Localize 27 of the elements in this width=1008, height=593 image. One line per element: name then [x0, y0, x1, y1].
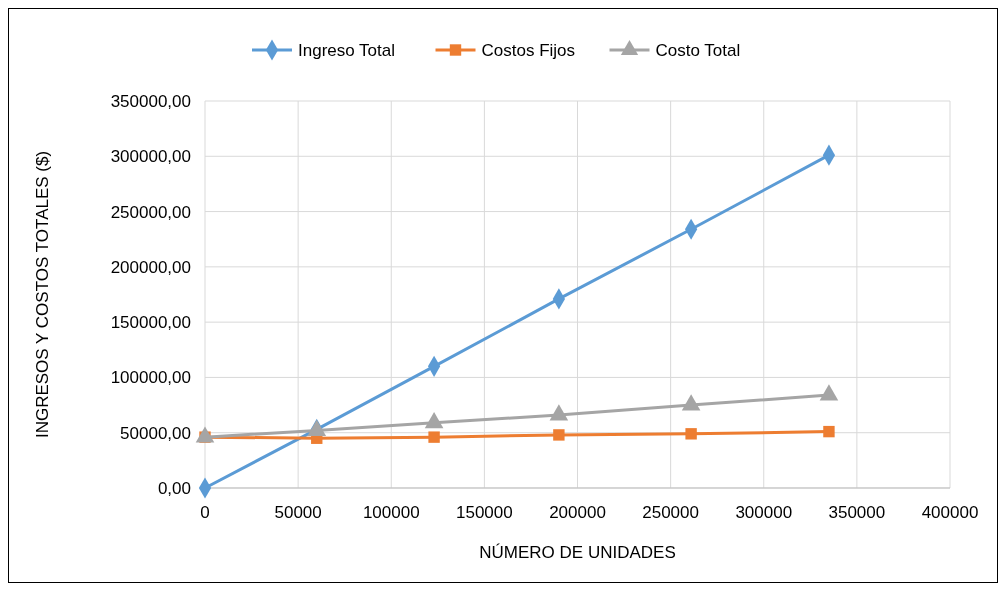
y-tick-label: 300000,00 [110, 147, 191, 167]
point [553, 429, 565, 441]
y-tick-label: 0,00 [157, 478, 191, 498]
legend-label: Ingreso Total [298, 40, 396, 60]
x-tick-label: 0 [200, 503, 210, 522]
y-tick-label: 150000,00 [110, 313, 191, 333]
point [685, 428, 697, 440]
x-tick-label: 100000 [362, 503, 420, 522]
point [428, 431, 440, 443]
y-tick-label: 200000,00 [110, 257, 191, 277]
x-tick-label: 400000 [921, 503, 979, 522]
x-tick-label: 350000 [828, 503, 886, 522]
x-tick-label: 50000 [274, 503, 322, 522]
y-tick-label: 50000,00 [120, 423, 191, 443]
y-tick-label: 250000,00 [110, 202, 191, 222]
x-tick-label: 250000 [642, 503, 699, 522]
x-axis-title: NÚMERO DE UNIDADES [479, 543, 676, 562]
x-tick-label: 300000 [735, 503, 793, 522]
x-tick-label: 200000 [549, 503, 606, 522]
point [424, 412, 444, 429]
point [823, 425, 835, 438]
y-tick-label: 350000,00 [110, 91, 191, 111]
legend-label: Costos Fijos [481, 40, 576, 60]
legend-label: Costo Total [655, 40, 741, 60]
y-axis-title: INGRESOS Y COSTOS TOTALES ($) [33, 150, 52, 439]
x-tick-label: 150000 [456, 503, 513, 522]
y-tick-label: 100000,00 [110, 368, 191, 388]
